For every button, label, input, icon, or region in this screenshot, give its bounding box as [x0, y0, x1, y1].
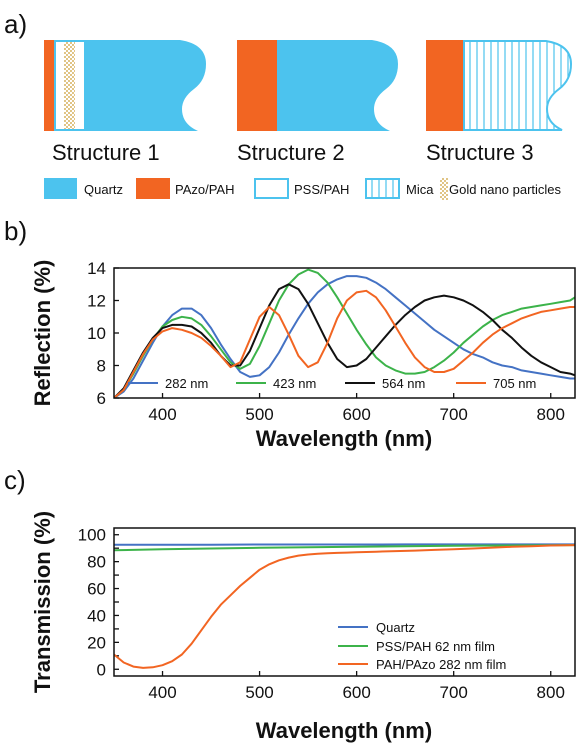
reflection-xlabel: Wavelength (nm) [256, 426, 432, 451]
structure-1-gold-layer [64, 42, 75, 129]
structure-3-mica-substrate [463, 40, 573, 131]
legend-quartz-curve-label: Quartz [376, 620, 415, 635]
transmission-xlabel: Wavelength (nm) [256, 718, 432, 743]
legend-564nm-label: 564 nm [382, 376, 425, 391]
transmission-ytick-label: 20 [87, 633, 106, 652]
reflection-xtick-label: 400 [148, 405, 176, 424]
reflection-ytick-label: 8 [97, 357, 106, 376]
legend-705nm-label: 705 nm [493, 376, 536, 391]
reflection-legend: 282 nm 423 nm 564 nm 705 nm [128, 376, 536, 391]
legend-mica-label: Mica [406, 182, 434, 197]
transmission-chart: 400 500 600 700 800 0 20 40 60 80 100 Quartz PSS/P… [30, 511, 576, 743]
legend-pazo-label: PAzo/PAH [175, 182, 234, 197]
reflection-ytick-label: 10 [87, 324, 106, 343]
legend-quartz-swatch [44, 178, 77, 199]
transmission-ytick-label: 0 [97, 660, 106, 679]
legend-pss-pah-label: PSS/PAH 62 nm film [376, 639, 495, 654]
reflection-series [114, 268, 575, 398]
structure-3 [426, 40, 573, 131]
structure-2-pazo-layer [237, 40, 277, 131]
legend-mica-swatch [365, 178, 400, 199]
transmission-plot-frame [113, 527, 576, 677]
structure-1-pazo-layer [44, 40, 54, 131]
transmission-ytick-label: 80 [87, 553, 106, 572]
transmission-series [114, 543, 575, 669]
legend-gold-label: Gold nano particles [449, 182, 562, 197]
reflection-xtick-label: 800 [537, 405, 565, 424]
structure-3-pazo-layer [426, 40, 464, 131]
reflection-ticks: 400 500 600 700 800 6 8 10 12 14 [87, 259, 565, 424]
reflection-series-705-nm [114, 289, 575, 398]
legend-gold-swatch [440, 178, 448, 200]
transmission-xtick-label: 700 [439, 683, 467, 702]
transmission-xtick-label: 800 [537, 683, 565, 702]
transmission-ytick-label: 40 [87, 606, 106, 625]
panel-a-legend: Quartz PAzo/PAH PSS/PAH Mica Gold nano p… [44, 178, 562, 200]
reflection-xtick-label: 700 [439, 405, 467, 424]
legend-282nm-label: 282 nm [165, 376, 208, 391]
reflection-ytick-label: 12 [87, 292, 106, 311]
legend-quartz-label: Quartz [84, 182, 123, 197]
reflection-chart: 400 500 600 700 800 6 8 10 12 14 282 nm 423 nm 56… [30, 259, 576, 451]
reflection-series-423-nm [114, 268, 575, 398]
panel-a-label: a) [4, 9, 27, 39]
transmission-ylabel: Transmission (%) [30, 511, 55, 693]
transmission-legend: Quartz PSS/PAH 62 nm film PAH/PAzo 282 n… [338, 620, 506, 672]
reflection-ylabel: Reflection (%) [30, 260, 55, 407]
reflection-series-282-nm [114, 275, 575, 398]
transmission-ticks: 400 500 600 700 800 0 20 40 60 80 100 [78, 526, 565, 702]
structure-1-label: Structure 1 [52, 140, 160, 165]
panel-c-label: c) [4, 465, 26, 495]
transmission-series-pah-pazo-282-nm-film [114, 544, 575, 669]
structure-2 [237, 40, 398, 131]
reflection-series-564-nm [114, 283, 575, 398]
transmission-xtick-label: 600 [342, 683, 370, 702]
reflection-xtick-label: 500 [245, 405, 273, 424]
legend-pss-swatch [254, 178, 289, 199]
panel-b-label: b) [4, 216, 27, 246]
structure-2-label: Structure 2 [237, 140, 345, 165]
structure-1-quartz-substrate [86, 40, 206, 131]
transmission-ytick-label: 60 [87, 580, 106, 599]
transmission-ytick-label: 100 [78, 526, 106, 545]
structure-1 [44, 40, 206, 131]
transmission-xtick-label: 400 [148, 683, 176, 702]
transmission-xtick-label: 500 [245, 683, 273, 702]
structure-3-label: Structure 3 [426, 140, 534, 165]
structure-2-quartz-substrate [277, 40, 398, 131]
transmission-series-pss-pah-62-nm-film [114, 544, 575, 552]
reflection-plot-frame [113, 267, 576, 399]
legend-pazo-swatch [136, 178, 170, 199]
legend-pah-pazo-label: PAH/PAzo 282 nm film [376, 657, 506, 672]
legend-pss-label: PSS/PAH [294, 182, 349, 197]
reflection-ytick-label: 6 [97, 389, 106, 408]
reflection-xtick-label: 600 [342, 405, 370, 424]
reflection-ytick-label: 14 [87, 259, 106, 278]
legend-423nm-label: 423 nm [273, 376, 316, 391]
